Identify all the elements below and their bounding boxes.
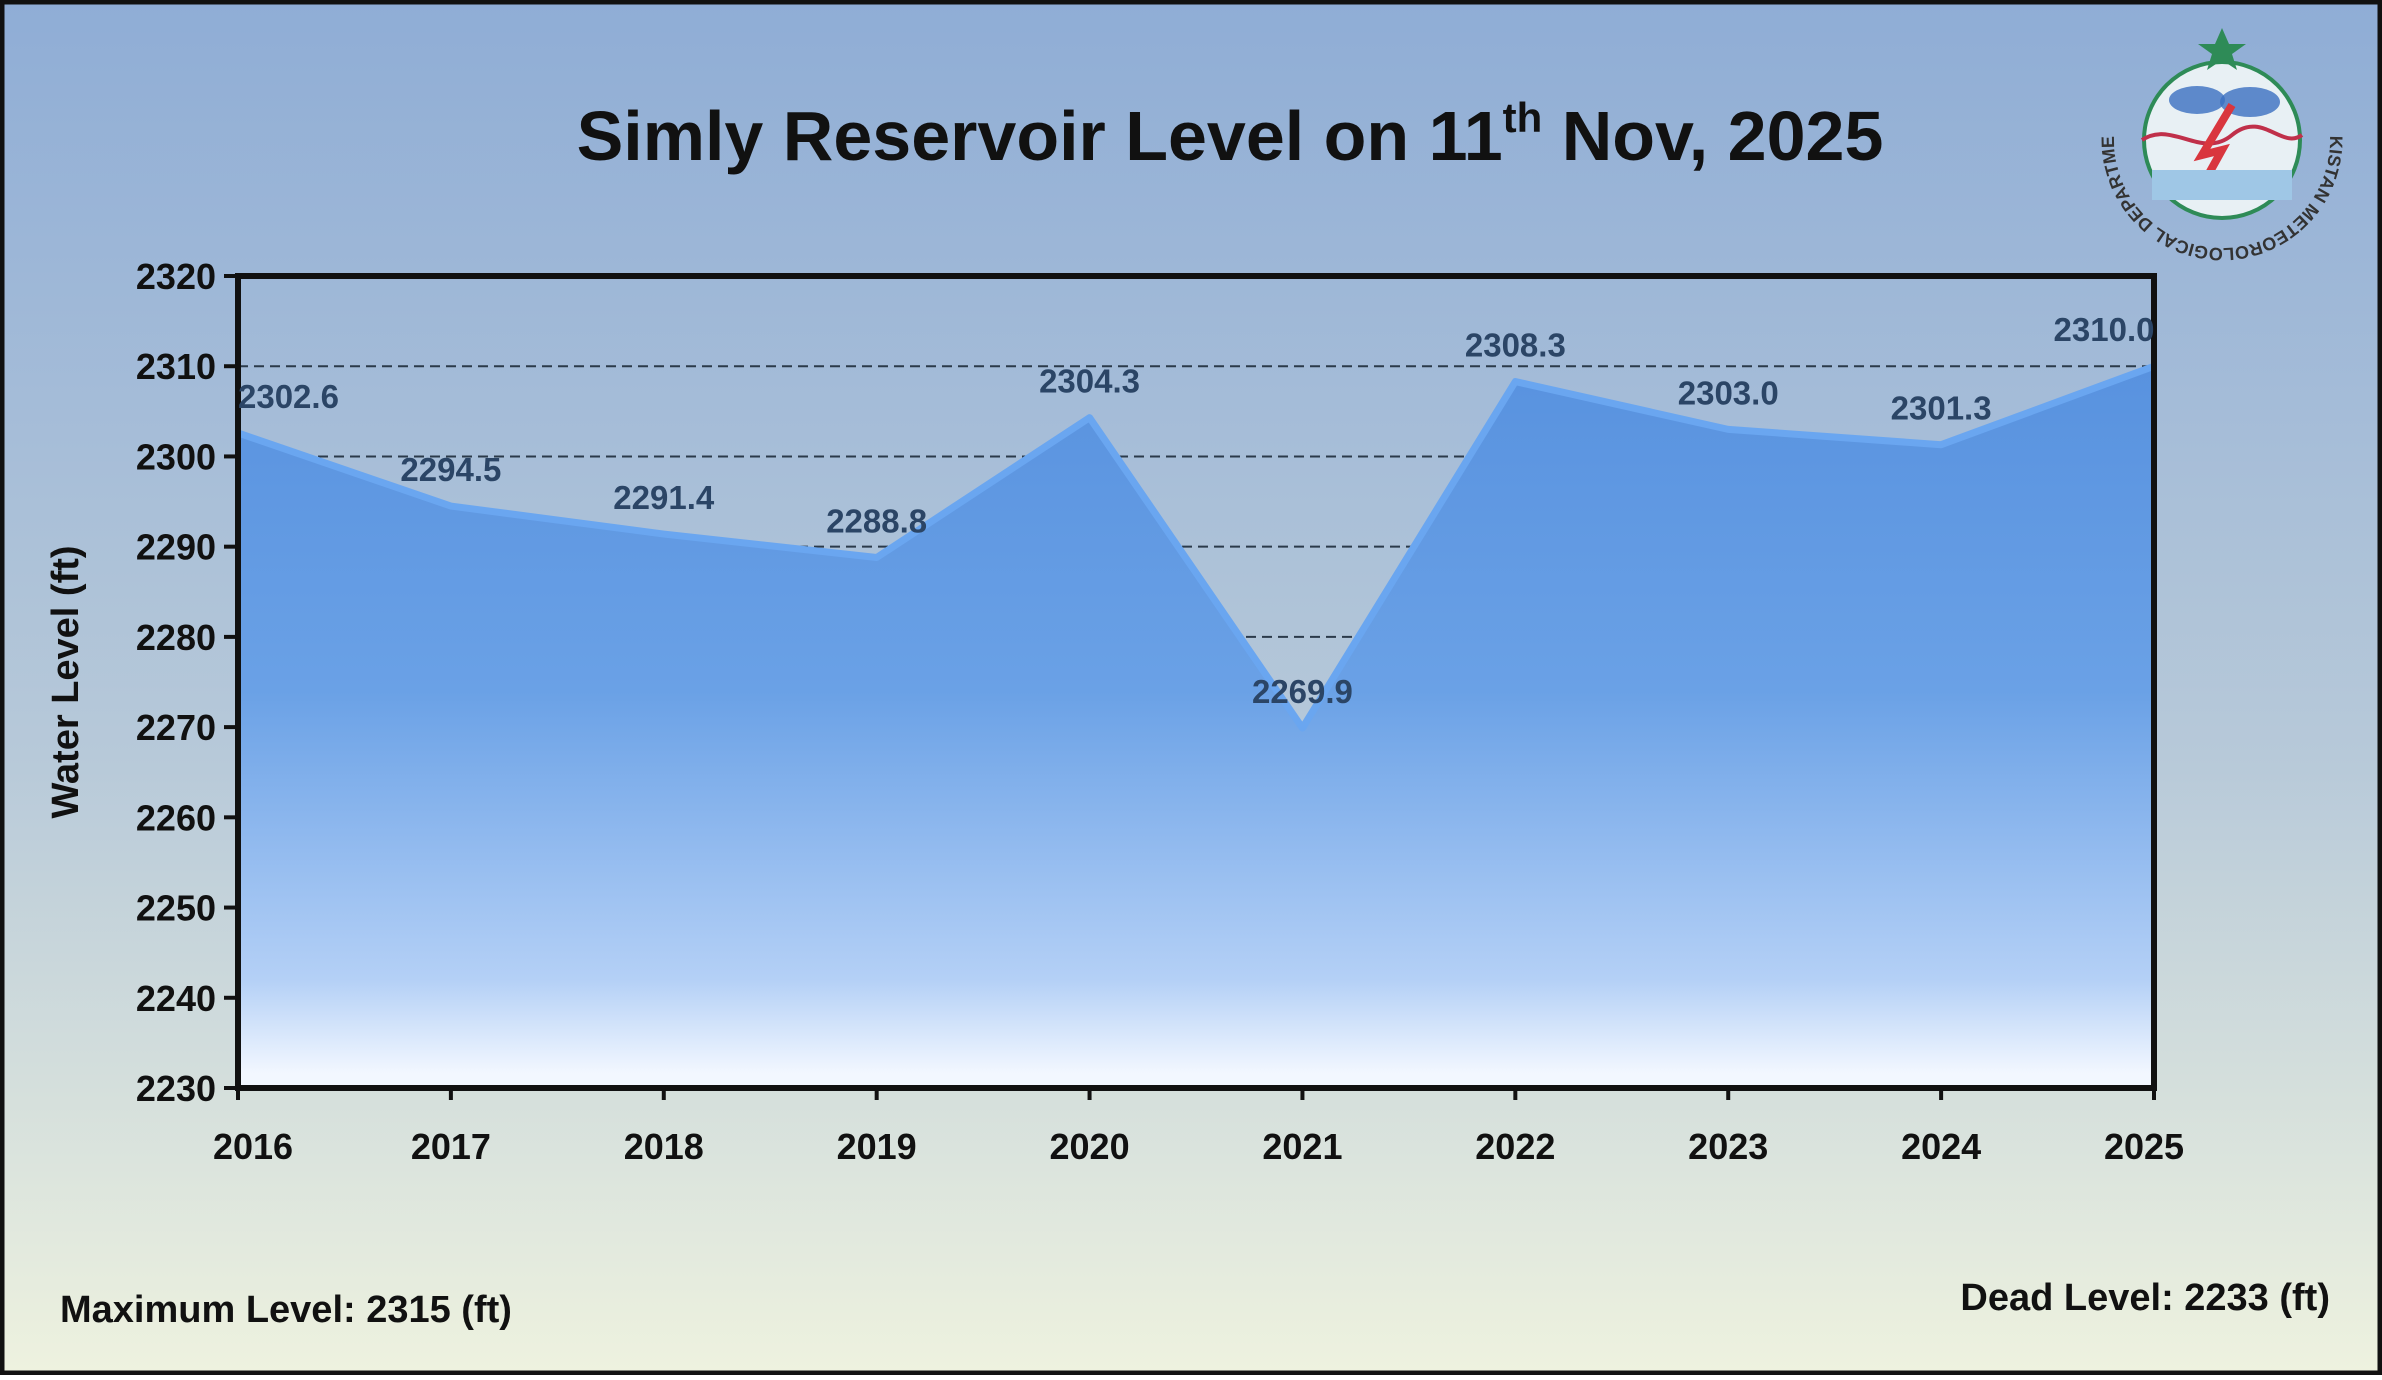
x-tick-label: 2020 (1050, 1126, 1130, 1167)
max-level-note: Maximum Level: 2315 (ft) (60, 1289, 512, 1331)
y-tick-label: 2240 (136, 978, 216, 1019)
y-tick-label: 2310 (136, 346, 216, 387)
x-tick-label: 2025 (2104, 1126, 2184, 1167)
x-tick-label: 2018 (624, 1126, 704, 1167)
star-icon (2198, 28, 2246, 70)
data-label: 2308.3 (1465, 327, 1566, 364)
y-tick-label: 2280 (136, 617, 216, 658)
x-tick-label: 2017 (411, 1126, 491, 1167)
data-label: 2304.3 (1039, 363, 1140, 400)
dead-level-note: Dead Level: 2233 (ft) (1960, 1277, 2330, 1319)
area-series (238, 366, 2154, 1088)
data-label: 2269.9 (1252, 673, 1353, 710)
plot-frame (235, 273, 2157, 1091)
x-tick-label: 2016 (213, 1126, 293, 1167)
y-axis-label: Water Level (ft) (45, 545, 87, 818)
data-label: 2294.5 (400, 451, 501, 488)
x-tick-label: 2022 (1475, 1126, 1555, 1167)
area-top-line (236, 362, 2156, 732)
data-label: 2302.6 (238, 378, 339, 415)
y-tick-label: 2300 (136, 436, 216, 477)
data-label: 2303.0 (1678, 374, 1779, 411)
x-tick-label: 2023 (1688, 1126, 1768, 1167)
x-tick-label: 2021 (1262, 1126, 1342, 1167)
data-label: 2288.8 (826, 502, 927, 539)
y-tick-label: 2290 (136, 527, 216, 568)
data-label: 2310.0 (2054, 311, 2155, 348)
x-tick-label: 2019 (837, 1126, 917, 1167)
data-label: 2291.4 (613, 479, 715, 516)
x-tick-label: 2024 (1901, 1126, 1981, 1167)
y-tick-label: 2270 (136, 707, 216, 748)
data-label: 2301.3 (1891, 390, 1992, 427)
y-tick-label: 2320 (136, 256, 216, 297)
y-tick-label: 2260 (136, 797, 216, 838)
y-tick-label: 2250 (136, 888, 216, 929)
chart-title: Simly Reservoir Level on 11th Nov, 2025 (577, 94, 1884, 175)
y-tick-label: 2230 (136, 1068, 216, 1109)
